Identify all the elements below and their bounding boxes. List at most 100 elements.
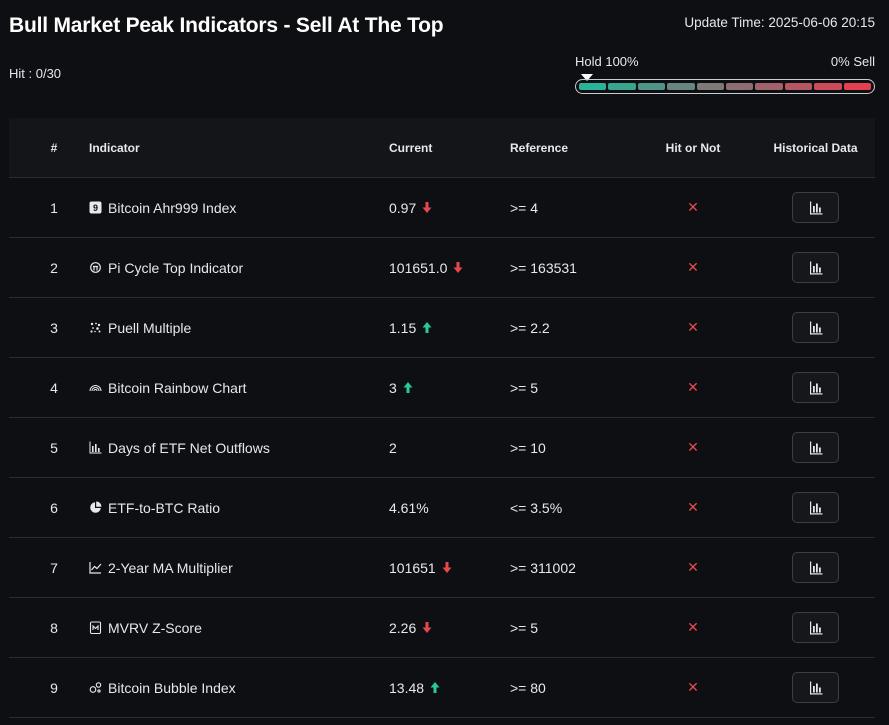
- row-number: 6: [50, 499, 58, 516]
- reference-value: <= 3.5%: [510, 499, 563, 516]
- row-number: 1: [50, 199, 58, 216]
- indicator-name: Bitcoin Ahr999 Index: [108, 199, 237, 216]
- table-row: 8 MVRV Z-Score 2.26 >= 5 ✕: [9, 598, 875, 658]
- meter-segment: [784, 83, 813, 90]
- bar-chart-icon: [809, 441, 823, 455]
- historical-data-button[interactable]: [792, 192, 839, 223]
- historical-data-button[interactable]: [792, 552, 839, 583]
- hit-status: ✕: [630, 559, 756, 576]
- close-icon: ✕: [687, 559, 699, 575]
- trend-up-icon: [416, 322, 432, 333]
- current-value: 13.48: [389, 680, 510, 696]
- row-number: 4: [50, 379, 58, 396]
- table-body: 1 9 Bitcoin Ahr999 Index 0.97 >= 4 ✕ 2 P…: [9, 178, 875, 718]
- puell-icon: [89, 321, 102, 334]
- current-value-text: 13.48: [389, 679, 425, 696]
- page-title: Bull Market Peak Indicators - Sell At Th…: [9, 14, 444, 37]
- current-value: 4.61%: [389, 500, 510, 516]
- indicator-name: 2-Year MA Multiplier: [108, 559, 233, 576]
- trend-down-icon: [416, 622, 432, 633]
- hit-status: ✕: [630, 199, 756, 216]
- indicator-name: MVRV Z-Score: [108, 619, 202, 636]
- hit-status: ✕: [630, 439, 756, 456]
- reference-value: >= 163531: [510, 259, 577, 276]
- hit-status: ✕: [630, 259, 756, 276]
- col-reference: Reference: [510, 140, 569, 155]
- close-icon: ✕: [687, 439, 699, 455]
- row-number: 3: [50, 319, 58, 336]
- line-chart-icon: [89, 561, 102, 574]
- table-row: 6 ETF-to-BTC Ratio 4.61% <= 3.5% ✕: [9, 478, 875, 538]
- indicator-link[interactable]: Pi Cycle Top Indicator: [89, 260, 389, 276]
- historical-data-button[interactable]: [792, 312, 839, 343]
- current-value: 2: [389, 440, 510, 456]
- row-number: 7: [50, 559, 58, 576]
- historical-data-button[interactable]: [792, 492, 839, 523]
- indicator-link[interactable]: ETF-to-BTC Ratio: [89, 500, 389, 516]
- col-current: Current: [389, 140, 433, 155]
- sell-meter: Hold 100% 0% Sell: [575, 54, 875, 96]
- historical-data-cell: [756, 552, 875, 583]
- table-row: 5 Days of ETF Net Outflows 2 >= 10 ✕: [9, 418, 875, 478]
- table-row: 4 Bitcoin Rainbow Chart 3 >= 5 ✕: [9, 358, 875, 418]
- close-icon: ✕: [687, 199, 699, 215]
- bar-chart-icon: [809, 261, 823, 275]
- reference-value: >= 5: [510, 619, 539, 636]
- bubble-icon: [89, 681, 102, 694]
- row-number: 5: [50, 439, 58, 456]
- reference-value: >= 311002: [510, 559, 576, 576]
- close-icon: ✕: [687, 319, 699, 335]
- current-value: 101651.0: [389, 260, 510, 276]
- meter-segment: [843, 83, 872, 90]
- historical-data-button[interactable]: [792, 612, 839, 643]
- current-value-text: 0.97: [389, 199, 417, 216]
- meter-segment: [579, 83, 607, 90]
- current-value-text: 2: [389, 439, 397, 456]
- indicator-link[interactable]: 2-Year MA Multiplier: [89, 560, 389, 576]
- indicator-link[interactable]: Bitcoin Bubble Index: [89, 680, 389, 696]
- historical-data-cell: [756, 612, 875, 643]
- svg-text:9: 9: [93, 203, 98, 213]
- table-header: # Indicator Current Reference Hit or Not…: [9, 118, 875, 178]
- historical-data-button[interactable]: [792, 432, 839, 463]
- indicator-name: ETF-to-BTC Ratio: [108, 499, 221, 516]
- trend-up-icon: [397, 382, 413, 393]
- table-row: 1 9 Bitcoin Ahr999 Index 0.97 >= 4 ✕: [9, 178, 875, 238]
- bar-chart-icon: [809, 321, 823, 335]
- historical-data-cell: [756, 372, 875, 403]
- indicator-name: Puell Multiple: [108, 319, 192, 336]
- indicator-link[interactable]: Puell Multiple: [89, 320, 389, 336]
- bar-chart-icon: [809, 561, 823, 575]
- meter-segment: [726, 83, 754, 90]
- historical-data-button[interactable]: [792, 672, 839, 703]
- reference-value: >= 80: [510, 679, 546, 696]
- meter-segment: [637, 83, 666, 90]
- meter-segment: [755, 83, 783, 90]
- current-value: 0.97: [389, 200, 510, 216]
- indicator-link[interactable]: 9 Bitcoin Ahr999 Index: [89, 200, 389, 216]
- historical-data-button[interactable]: [792, 372, 839, 403]
- indicator-name: Bitcoin Rainbow Chart: [108, 379, 247, 396]
- reference-value: >= 10: [510, 439, 546, 456]
- historical-data-button[interactable]: [792, 252, 839, 283]
- current-value-text: 2.26: [389, 619, 417, 636]
- reference-value: >= 2.2: [510, 319, 550, 336]
- historical-data-cell: [756, 312, 875, 343]
- hit-count: Hit : 0/30: [9, 66, 62, 81]
- bar-chart-icon: [809, 621, 823, 635]
- meter-left-label: Hold 100%: [575, 54, 639, 69]
- close-icon: ✕: [687, 379, 699, 395]
- col-indicator: Indicator: [89, 140, 140, 155]
- historical-data-cell: [756, 492, 875, 523]
- indicator-link[interactable]: Bitcoin Rainbow Chart: [89, 380, 389, 396]
- indicator-link[interactable]: MVRV Z-Score: [89, 620, 389, 636]
- trend-down-icon: [416, 202, 432, 213]
- close-icon: ✕: [687, 499, 699, 515]
- row-number: 8: [50, 619, 58, 636]
- bar-chart-icon: [809, 201, 823, 215]
- col-history: Historical Data: [773, 140, 858, 155]
- indicator-link[interactable]: Days of ETF Net Outflows: [89, 440, 389, 456]
- mvrv-icon: [89, 621, 102, 634]
- update-time: Update Time: 2025-06-06 20:15: [684, 15, 875, 30]
- historical-data-cell: [756, 192, 875, 223]
